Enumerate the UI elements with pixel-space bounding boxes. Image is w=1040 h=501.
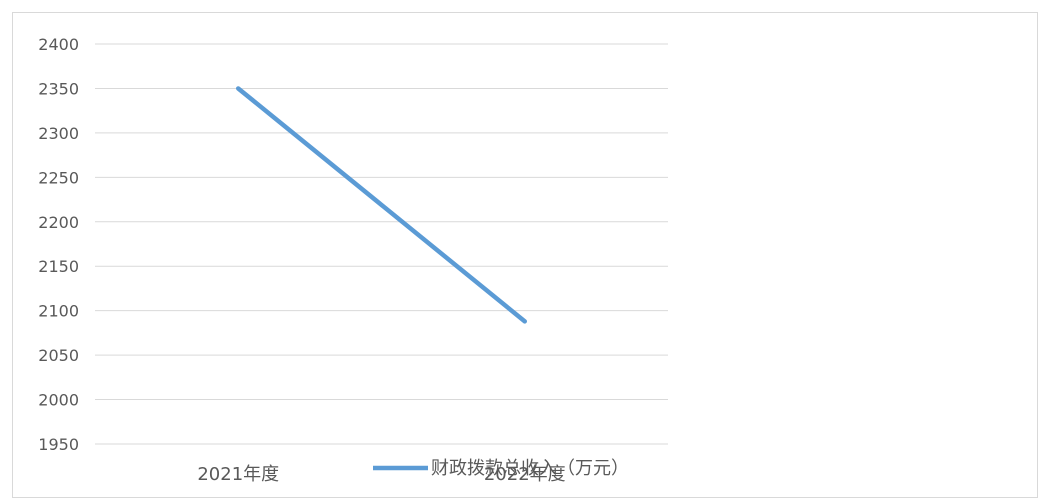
x-tick-label: 2021年度 — [197, 464, 279, 485]
y-tick-label: 2100 — [38, 302, 79, 321]
y-tick-label: 2150 — [38, 257, 79, 276]
gridlines — [95, 43, 668, 445]
x-axis-labels: 2021年度 2022年度 — [197, 464, 565, 485]
y-axis-ticks: 1950 2000 2050 2100 2150 2200 2250 2300 2350 2400 — [38, 35, 79, 454]
legend: 财政拨款总收入（万元） — [373, 458, 629, 479]
y-tick-label: 2350 — [38, 79, 79, 98]
y-tick-label: 2300 — [38, 124, 79, 143]
y-tick-label: 2400 — [38, 35, 79, 54]
y-tick-label: 2000 — [38, 391, 79, 410]
series-line — [236, 86, 527, 324]
series-lines — [236, 86, 527, 324]
y-tick-label: 1950 — [38, 435, 79, 454]
x-tick-label: 2022年度 — [484, 464, 566, 485]
y-tick-label: 2200 — [38, 213, 79, 232]
y-tick-label: 2050 — [38, 346, 79, 365]
legend-label: 财政拨款总收入（万元） — [431, 458, 629, 479]
y-tick-label: 2250 — [38, 168, 79, 187]
chart-frame — [12, 12, 1038, 498]
